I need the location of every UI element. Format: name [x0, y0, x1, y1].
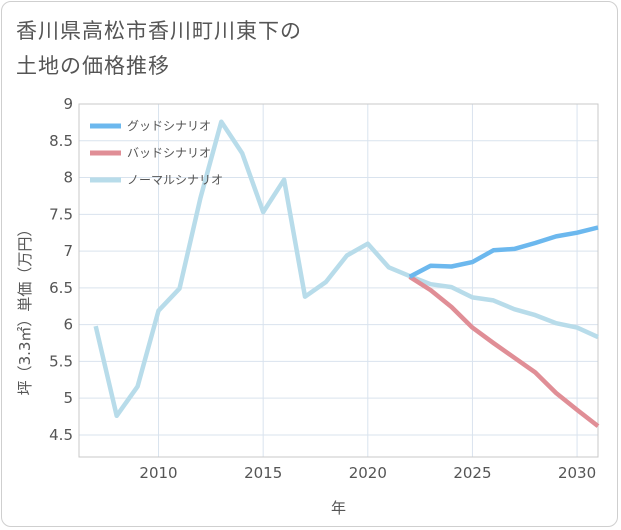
y-tick-label: 8.5: [49, 132, 73, 150]
y-tick-label: 9: [63, 95, 73, 113]
x-tick-label: 2010: [139, 464, 177, 482]
series-line-2: [93, 119, 599, 419]
y-tick-label: 4.5: [49, 426, 73, 444]
x-axis-title: 年: [331, 499, 346, 517]
series-line-1: [408, 274, 600, 428]
legend-item[interactable]: グッドシナリオ: [90, 119, 211, 133]
y-tick-labels: 4.5 5 5.5 6 6.5 7 7.5 8 8.5 9: [49, 95, 73, 444]
grid-lines: [79, 103, 598, 457]
y-tick-label: 7.5: [49, 205, 73, 223]
y-tick-label: 5: [63, 389, 73, 407]
x-tick-label: 2030: [558, 464, 596, 482]
title-line-1: 香川県高松市香川町川東下の: [16, 19, 302, 43]
x-tick-label: 2020: [349, 464, 387, 482]
legend-label: ノーマルシナリオ: [127, 173, 223, 187]
legend-item[interactable]: バッドシナリオ: [90, 146, 211, 160]
legend-item[interactable]: ノーマルシナリオ: [90, 173, 223, 187]
legend-label: バッドシナリオ: [127, 146, 211, 160]
y-tick-label: 8: [63, 169, 73, 187]
y-tick-label: 7: [63, 242, 73, 260]
series-line-0: [408, 225, 599, 279]
x-tick-label: 2025: [453, 464, 491, 482]
y-tick-label: 6.5: [49, 279, 73, 297]
title-line-2: 土地の価格推移: [16, 54, 170, 78]
chart-title: 香川県高松市香川町川東下の 土地の価格推移: [16, 14, 302, 84]
y-tick-label: 5.5: [49, 352, 73, 370]
legend-label: グッドシナリオ: [127, 119, 211, 133]
plot-area: [78, 103, 599, 458]
y-tick-label: 6: [63, 316, 73, 334]
series-lines: [93, 119, 600, 428]
y-axis-title: 坪（3.3㎡）単価（万円）: [16, 222, 34, 396]
x-tick-labels: 2010 2015 2020 2025 2030: [139, 464, 596, 482]
x-tick-label: 2015: [244, 464, 282, 482]
